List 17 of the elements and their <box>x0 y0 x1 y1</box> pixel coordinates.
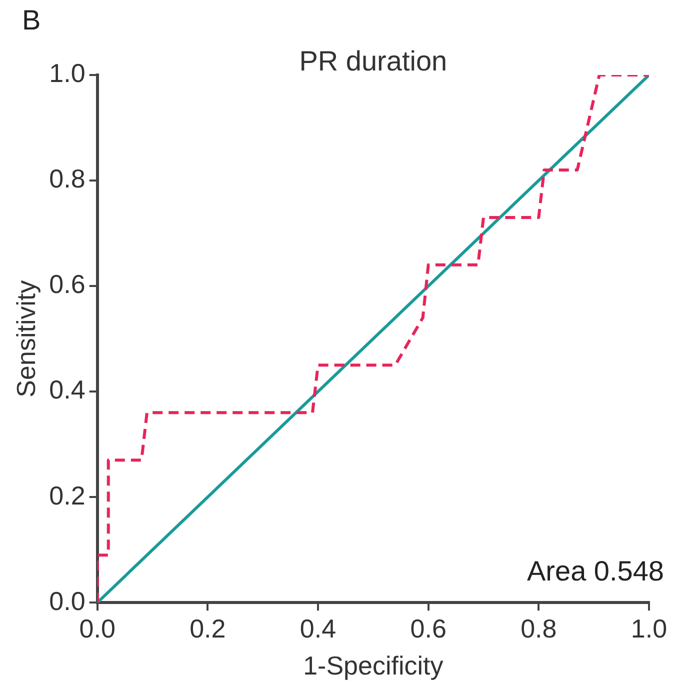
y-tick-label: 0.6 <box>49 269 86 300</box>
annotation: Area 0.548 <box>527 555 664 586</box>
y-tick-label: 0.8 <box>49 164 86 194</box>
y-tick-label: 0.2 <box>49 480 86 510</box>
x-tick-label: 0.4 <box>300 613 336 644</box>
text: B <box>22 4 41 36</box>
y-tick-label: 0.0 <box>49 586 86 616</box>
x-tick-label: 0.0 <box>79 613 116 644</box>
x-tick-label: 1.0 <box>630 613 668 644</box>
chart-title: PR duration <box>299 46 448 77</box>
y-tick-label: 1.0 <box>49 58 86 88</box>
y-axis-title: Sensitivity <box>10 280 41 398</box>
x-axis-title: 1-Specificity <box>303 650 444 681</box>
x-tick-label: 0.2 <box>190 613 226 644</box>
y-tick-label: 0.4 <box>49 374 86 405</box>
x-tick-label: 0.6 <box>410 613 446 644</box>
x-tick-label: 0.8 <box>520 613 557 644</box>
